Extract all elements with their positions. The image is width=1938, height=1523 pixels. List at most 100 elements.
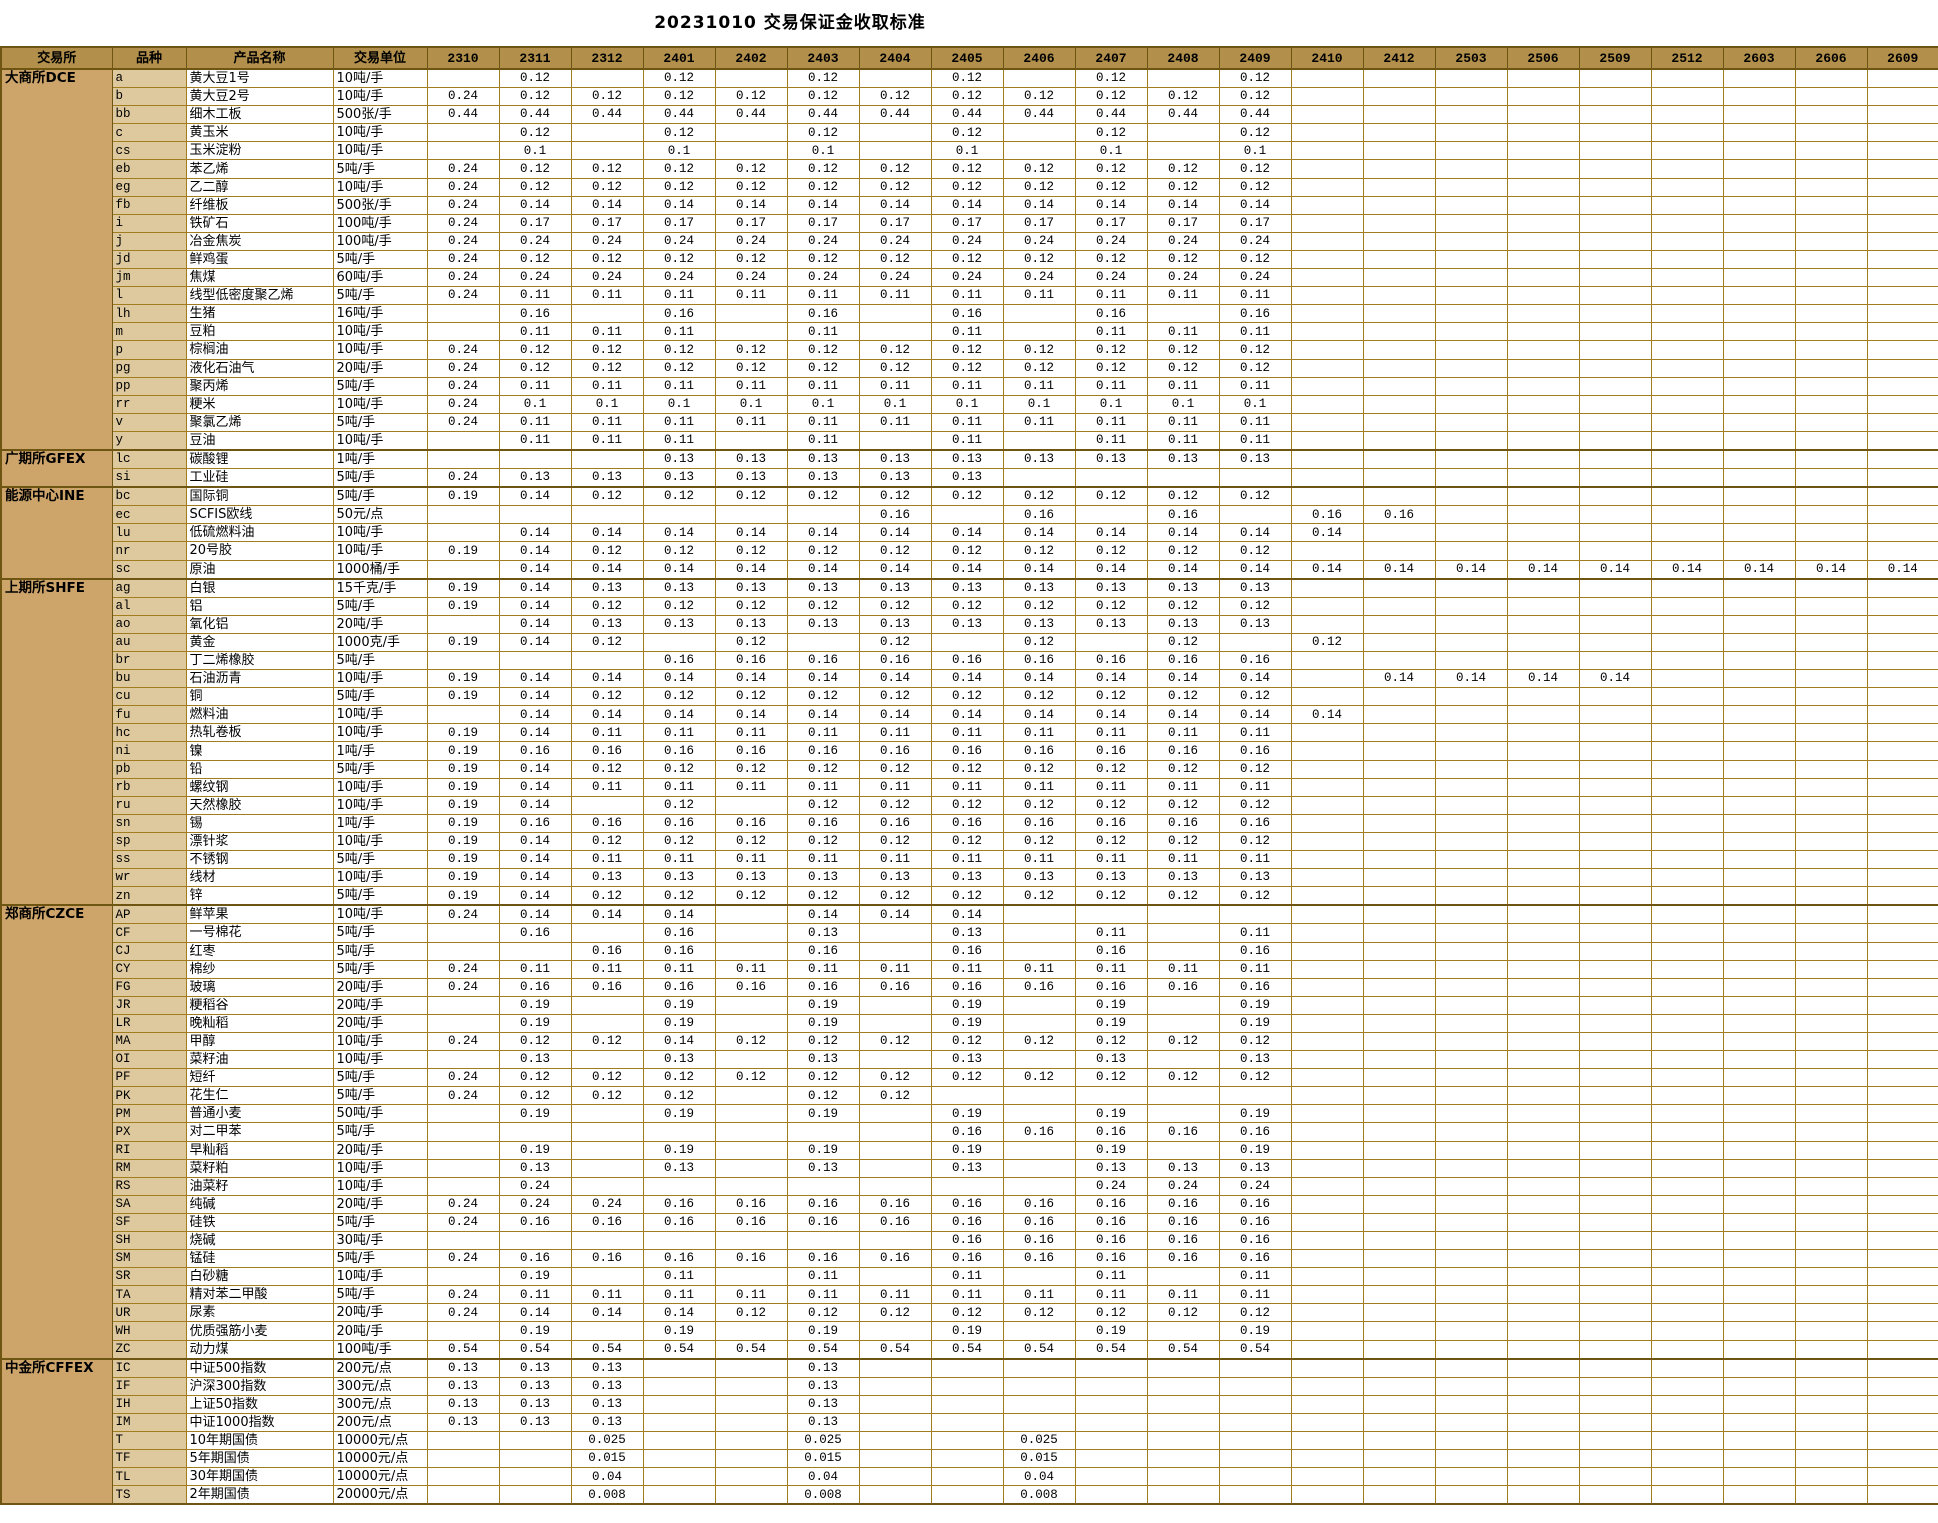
margin-cell-ao-2404: 0.13 (858, 614, 932, 634)
margin-cell-TA-2509 (1578, 1285, 1652, 1305)
margin-cell-fu-2603 (1722, 705, 1796, 725)
product-code: WH (111, 1321, 187, 1341)
margin-cell-j-2407: 0.24 (1074, 231, 1148, 251)
margin-cell-UR-2409: 0.12 (1218, 1303, 1292, 1323)
product-code: fu (111, 705, 187, 725)
margin-cell-jm-2310: 0.24 (426, 268, 500, 288)
margin-cell-pg-2402: 0.12 (714, 358, 788, 378)
margin-cell-ni-2404: 0.16 (858, 741, 932, 761)
margin-cell-CJ-2407: 0.16 (1074, 941, 1148, 961)
margin-cell-bu-2402: 0.14 (714, 669, 788, 689)
margin-cell-T-2503 (1434, 1431, 1508, 1451)
margin-cell-JR-2509 (1578, 995, 1652, 1015)
product-name: 尿素 (185, 1303, 334, 1323)
margin-cell-IF-2402 (714, 1376, 788, 1396)
col-header-month-2412: 2412 (1362, 46, 1436, 70)
margin-cell-lc-2409: 0.13 (1218, 448, 1292, 470)
margin-cell-rr-2603 (1722, 394, 1796, 414)
margin-cell-lh-2509 (1578, 304, 1652, 324)
margin-cell-IH-2509 (1578, 1394, 1652, 1414)
col-header-month-2506: 2506 (1506, 46, 1580, 70)
margin-cell-ec-2609 (1866, 505, 1938, 525)
margin-cell-PF-2404: 0.12 (858, 1068, 932, 1088)
margin-cell-cu-2503 (1434, 687, 1508, 707)
trade-unit: 10吨/手 (332, 1176, 428, 1196)
margin-cell-cs-2409: 0.1 (1218, 141, 1292, 161)
margin-cell-CJ-2412 (1362, 941, 1436, 961)
margin-cell-si-2512 (1650, 468, 1724, 488)
margin-cell-ag-2503 (1434, 577, 1508, 598)
margin-cell-a-2512 (1650, 68, 1724, 89)
margin-cell-RS-2409: 0.24 (1218, 1176, 1292, 1196)
margin-cell-p-2512 (1650, 340, 1724, 360)
margin-cell-lh-2401: 0.16 (642, 304, 716, 324)
margin-cell-c-2606 (1794, 123, 1868, 143)
margin-cell-bc-2310: 0.19 (426, 486, 500, 507)
table-row-fu: fu 燃料油 10吨/手 0.14 0.14 0.14 0.14 0.14 0.14 0.14 0.… (1, 705, 1938, 725)
margin-cell-cu-2311: 0.14 (498, 687, 572, 707)
margin-cell-eg-2408: 0.12 (1146, 177, 1220, 197)
margin-cell-bb-2509 (1578, 105, 1652, 125)
margin-cell-ru-2512 (1650, 795, 1724, 815)
margin-cell-cu-2509 (1578, 687, 1652, 707)
margin-cell-FG-2603 (1722, 977, 1796, 997)
margin-cell-PF-2402: 0.12 (714, 1068, 788, 1088)
margin-cell-SA-2509 (1578, 1194, 1652, 1214)
margin-cell-cs-2509 (1578, 141, 1652, 161)
margin-cell-wr-2310: 0.19 (426, 868, 500, 888)
margin-cell-l-2503 (1434, 286, 1508, 306)
margin-cell-zn-2407: 0.12 (1074, 886, 1148, 906)
product-code: CJ (111, 941, 187, 961)
margin-cell-sc-2506: 0.14 (1506, 559, 1580, 580)
margin-cell-pg-2404: 0.12 (858, 358, 932, 378)
margin-cell-CY-2404: 0.11 (858, 959, 932, 979)
margin-cell-PX-2506 (1506, 1122, 1580, 1142)
margin-cell-T-2509 (1578, 1431, 1652, 1451)
margin-cell-PK-2410 (1290, 1086, 1364, 1106)
margin-cell-fu-2410: 0.14 (1290, 705, 1364, 725)
margin-cell-PK-2403: 0.12 (786, 1086, 860, 1106)
margin-cell-ao-2506 (1506, 614, 1580, 634)
margin-cell-a-2506 (1506, 68, 1580, 89)
margin-cell-sp-2512 (1650, 831, 1724, 852)
margin-cell-RM-2402 (714, 1158, 788, 1178)
product-name: 黄玉米 (185, 123, 334, 143)
margin-cell-RS-2606 (1794, 1176, 1868, 1196)
margin-cell-sn-2503 (1434, 813, 1508, 833)
margin-cell-IH-2506 (1506, 1394, 1580, 1414)
margin-cell-FG-2409: 0.16 (1218, 977, 1292, 997)
margin-cell-lh-2402 (714, 304, 788, 324)
margin-cell-SM-2509 (1578, 1249, 1652, 1269)
margin-cell-i-2408: 0.17 (1146, 213, 1220, 233)
margin-cell-PX-2409: 0.16 (1218, 1122, 1292, 1142)
margin-cell-fb-2406: 0.14 (1002, 195, 1076, 215)
margin-cell-cu-2401: 0.12 (642, 687, 716, 707)
margin-cell-y-2401: 0.11 (642, 430, 716, 451)
trade-unit: 10000元/点 (332, 1449, 428, 1469)
margin-cell-CF-2603 (1722, 923, 1796, 943)
margin-cell-TF-2407 (1074, 1449, 1148, 1469)
margin-cell-PF-2606 (1794, 1068, 1868, 1088)
margin-cell-pb-2503 (1434, 759, 1508, 779)
margin-cell-TA-2401: 0.11 (642, 1285, 716, 1305)
margin-cell-JR-2310 (426, 995, 500, 1015)
margin-cell-PF-2509 (1578, 1068, 1652, 1088)
margin-cell-SM-2408: 0.16 (1146, 1249, 1220, 1269)
margin-cell-eg-2402: 0.12 (714, 177, 788, 197)
margin-cell-eg-2405: 0.12 (930, 177, 1004, 197)
margin-cell-IH-2408 (1146, 1394, 1220, 1414)
margin-cell-TS-2407 (1074, 1485, 1148, 1505)
margin-cell-br-2312 (570, 650, 644, 671)
margin-cell-al-2506 (1506, 596, 1580, 616)
margin-cell-IH-2512 (1650, 1394, 1724, 1414)
margin-cell-v-2509 (1578, 412, 1652, 432)
margin-cell-SH-2404 (858, 1230, 932, 1251)
margin-cell-fu-2404: 0.14 (858, 705, 932, 725)
margin-cell-rb-2410 (1290, 777, 1364, 797)
margin-cell-bc-2405: 0.12 (930, 486, 1004, 507)
margin-cell-PK-2402 (714, 1086, 788, 1106)
product-code: SR (111, 1267, 187, 1287)
margin-cell-RS-2506 (1506, 1176, 1580, 1196)
product-name: 铝 (185, 596, 334, 616)
trade-unit: 5吨/手 (332, 923, 428, 943)
